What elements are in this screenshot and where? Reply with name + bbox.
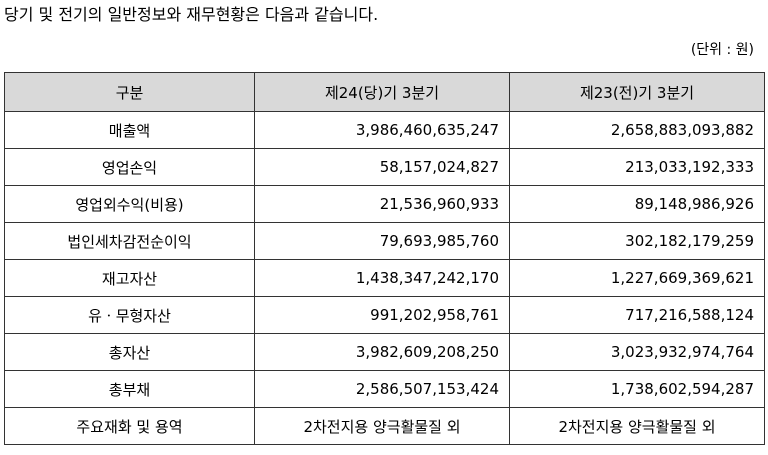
- row-label: 매출액: [4, 111, 255, 149]
- prior-value: 2차전지용 양극활물질 외: [509, 407, 765, 445]
- header-row: 구분 제24(당)기 3분기 제23(전)기 3분기: [4, 72, 765, 112]
- row-label: 재고자산: [4, 259, 255, 297]
- table-row: 매출액 3,986,460,635,247 2,658,883,093,882: [4, 111, 765, 149]
- current-value: 79,693,985,760: [254, 222, 510, 260]
- table-row: 총자산 3,982,609,208,250 3,023,932,974,764: [4, 333, 765, 371]
- prior-value: 2,658,883,093,882: [509, 111, 765, 149]
- prior-value: 89,148,986,926: [509, 185, 765, 223]
- current-value: 1,438,347,242,170: [254, 259, 510, 297]
- row-label: 유ㆍ무형자산: [4, 296, 255, 334]
- table-row: 영업외수익(비용) 21,536,960,933 89,148,986,926: [4, 185, 765, 223]
- current-value: 3,982,609,208,250: [254, 333, 510, 371]
- current-value: 2차전지용 양극활물질 외: [254, 407, 510, 445]
- table-row: 주요재화 및 용역 2차전지용 양극활물질 외 2차전지용 양극활물질 외: [4, 407, 765, 445]
- current-value: 2,586,507,153,424: [254, 370, 510, 408]
- table-body: 매출액 3,986,460,635,247 2,658,883,093,882 …: [4, 111, 765, 445]
- table-row: 재고자산 1,438,347,242,170 1,227,669,369,621: [4, 259, 765, 297]
- prior-value: 213,033,192,333: [509, 148, 765, 186]
- table-row: 영업손익 58,157,024,827 213,033,192,333: [4, 148, 765, 186]
- table-row: 총부채 2,586,507,153,424 1,738,602,594,287: [4, 370, 765, 408]
- header-category: 구분: [4, 72, 255, 112]
- row-label: 주요재화 및 용역: [4, 407, 255, 445]
- row-label: 영업손익: [4, 148, 255, 186]
- financial-table: 구분 제24(당)기 3분기 제23(전)기 3분기 매출액 3,986,460…: [4, 72, 765, 445]
- table-row: 유ㆍ무형자산 991,202,958,761 717,216,588,124: [4, 296, 765, 334]
- table-row: 법인세차감전순이익 79,693,985,760 302,182,179,259: [4, 222, 765, 260]
- prior-value: 302,182,179,259: [509, 222, 765, 260]
- current-value: 991,202,958,761: [254, 296, 510, 334]
- current-value: 3,986,460,635,247: [254, 111, 510, 149]
- table-header: 구분 제24(당)기 3분기 제23(전)기 3분기: [4, 72, 765, 112]
- prior-value: 3,023,932,974,764: [509, 333, 765, 371]
- row-label: 법인세차감전순이익: [4, 222, 255, 260]
- header-current-period: 제24(당)기 3분기: [254, 72, 510, 112]
- current-value: 21,536,960,933: [254, 185, 510, 223]
- row-label: 총자산: [4, 333, 255, 371]
- row-label: 총부채: [4, 370, 255, 408]
- current-value: 58,157,024,827: [254, 148, 510, 186]
- prior-value: 1,227,669,369,621: [509, 259, 765, 297]
- row-label: 영업외수익(비용): [4, 185, 255, 223]
- header-prior-period: 제23(전)기 3분기: [509, 72, 765, 112]
- prior-value: 717,216,588,124: [509, 296, 765, 334]
- unit-label: (단위 : 원): [690, 42, 754, 58]
- intro-text: 당기 및 전기의 일반정보와 재무현황은 다음과 같습니다.: [4, 5, 379, 24]
- prior-value: 1,738,602,594,287: [509, 370, 765, 408]
